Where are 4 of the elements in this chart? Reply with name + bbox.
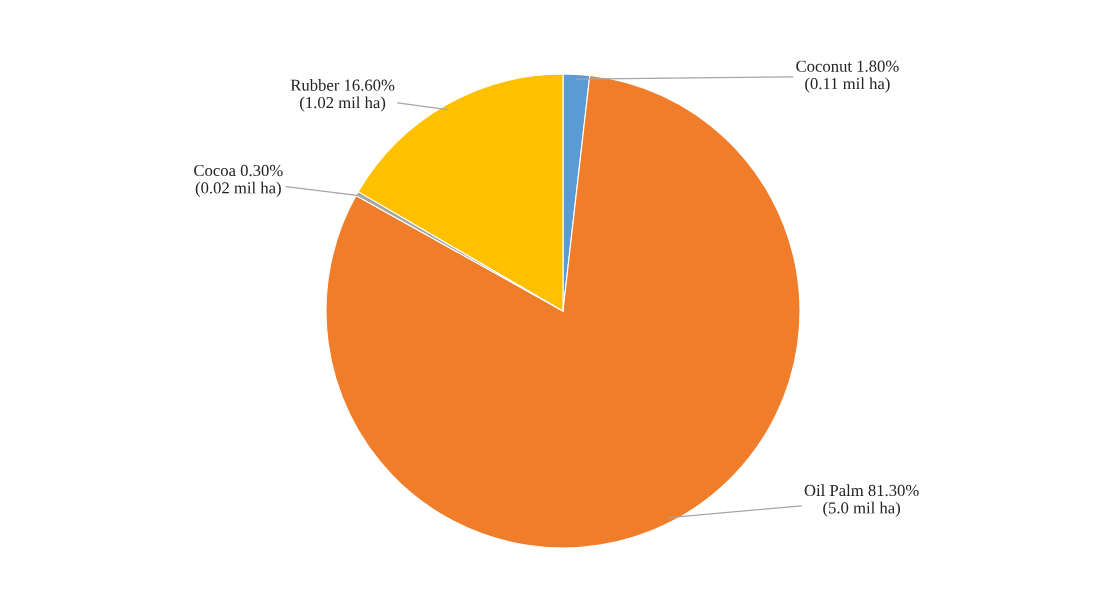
slice-label: Cocoa 0.30% (0.02 mil ha)	[194, 164, 283, 197]
slice-label: Coconut 1.80% (0.11 mil ha)	[796, 60, 899, 93]
slice-label: Oil Palm 81.30% (5.0 mil ha)	[804, 484, 919, 517]
slice-label: Rubber 16.60% (1.02 mil ha)	[290, 79, 395, 112]
